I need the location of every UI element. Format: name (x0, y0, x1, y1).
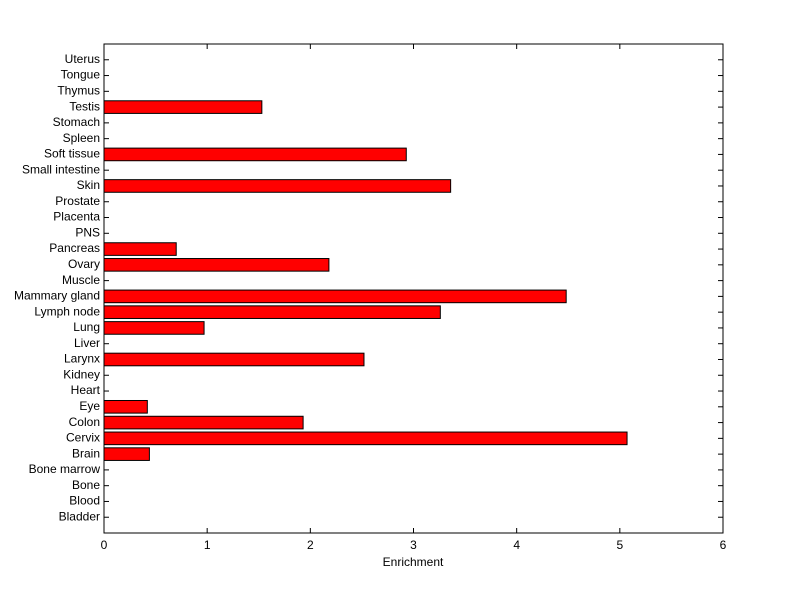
y-tick-label: Uterus (65, 52, 100, 66)
bar (103, 447, 150, 461)
y-tick-label: Blood (69, 494, 100, 508)
y-tick-label: Stomach (53, 115, 100, 129)
bar (103, 352, 365, 367)
y-tick-label: Ovary (68, 257, 100, 271)
y-tick-label: Pancreas (49, 241, 100, 255)
bar (103, 399, 148, 414)
y-tick-label: Prostate (55, 194, 100, 208)
y-tick-label: Muscle (62, 273, 100, 287)
y-tick-label: Thymus (57, 83, 100, 97)
y-tick-label: Lung (73, 320, 100, 334)
x-tick-label: 4 (513, 538, 520, 552)
y-tick-label: Cervix (66, 431, 100, 445)
bar (103, 289, 567, 304)
y-tick-label: Small intestine (22, 162, 100, 176)
y-tick-label: Testis (69, 99, 100, 113)
y-tick-label: Skin (77, 178, 100, 192)
y-tick-label: Soft tissue (44, 147, 100, 161)
y-tick-label: Kidney (63, 367, 100, 381)
y-tick-label: PNS (75, 225, 100, 239)
y-tick-label: Spleen (63, 131, 100, 145)
bar (103, 305, 441, 319)
bar (103, 242, 177, 256)
y-tick-label: Brain (72, 446, 100, 460)
y-tick-label: Eye (79, 399, 100, 413)
x-tick-label: 1 (204, 538, 211, 552)
x-tick-label: 5 (616, 538, 623, 552)
bar (103, 147, 407, 162)
bar (103, 415, 304, 430)
y-tick-label: Liver (74, 336, 100, 350)
bar (103, 100, 263, 114)
y-tick-label: Larynx (64, 352, 100, 366)
x-tick-label: 6 (720, 538, 727, 552)
y-tick-label: Tongue (61, 68, 101, 82)
x-tick-label: 0 (101, 538, 108, 552)
x-tick-label: 2 (307, 538, 314, 552)
y-tick-label: Heart (71, 383, 101, 397)
y-tick-label: Bone marrow (29, 462, 101, 476)
y-tick-label: Mammary gland (14, 289, 100, 303)
bar (103, 321, 205, 335)
y-tick-label: Placenta (53, 210, 100, 224)
y-tick-label: Bladder (59, 509, 100, 523)
bar (103, 431, 628, 446)
y-tick-label: Bone (72, 478, 100, 492)
plot-frame (103, 43, 724, 534)
x-tick-label: 3 (410, 538, 417, 552)
bar (103, 179, 452, 193)
bar (103, 258, 330, 272)
y-tick-label: Colon (69, 415, 100, 429)
y-tick-label: Lymph node (34, 304, 100, 318)
x-axis-label: Enrichment (383, 555, 444, 569)
